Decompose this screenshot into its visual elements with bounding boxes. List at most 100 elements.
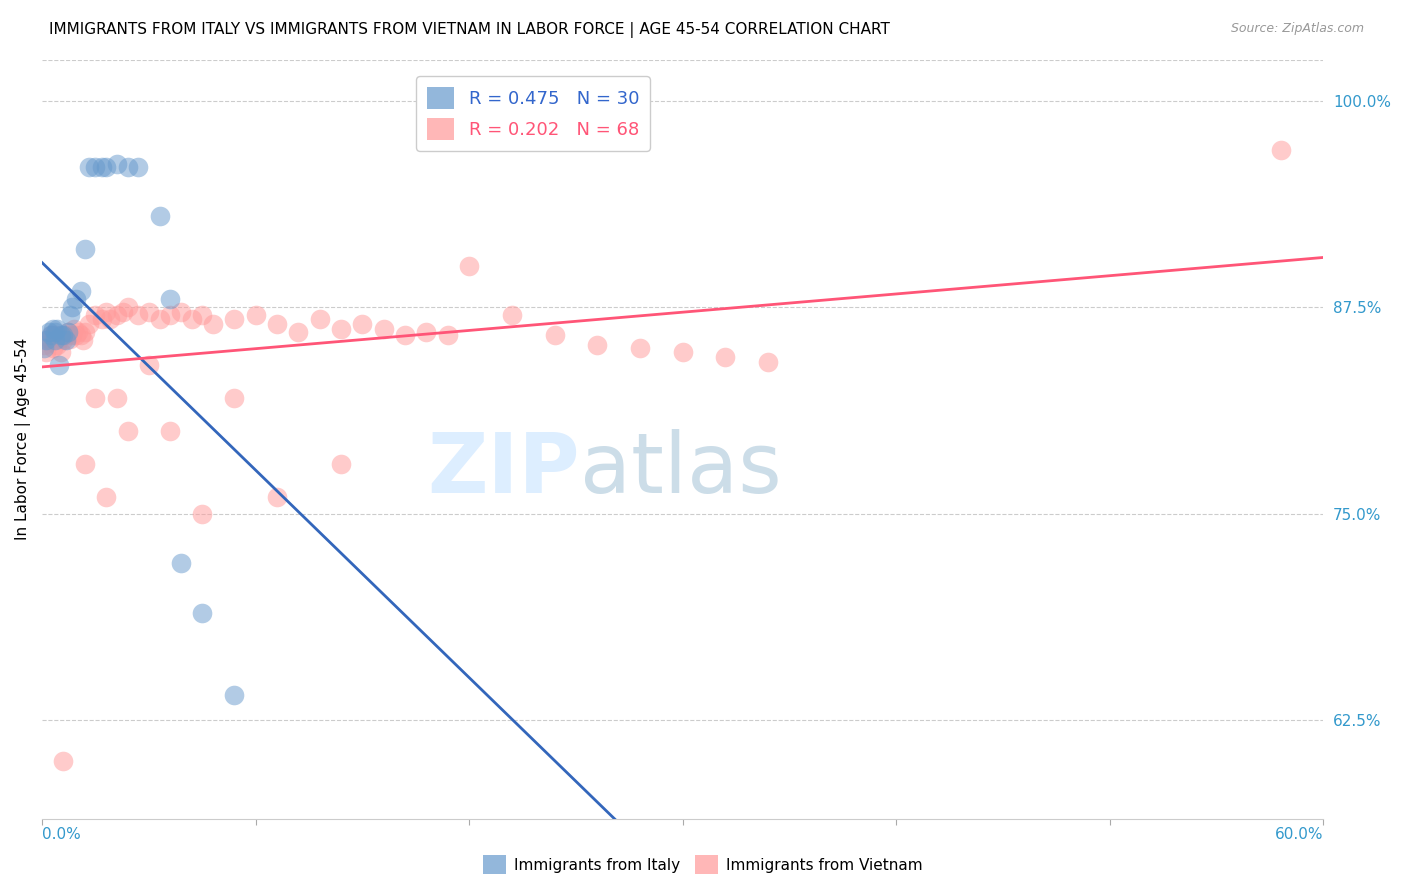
Point [90,160,112,174]
Point [373,321,395,335]
Point [330,321,353,335]
Point [266,317,288,331]
Point [458,259,481,273]
Point [159,292,181,306]
Point [224,391,246,405]
Point [56,325,79,339]
Text: Source: ZipAtlas.com: Source: ZipAtlas.com [1230,22,1364,36]
Point [60,300,83,314]
Point [127,309,149,323]
Point [308,311,330,326]
Point [672,344,695,359]
Point [96,160,118,174]
Text: IMMIGRANTS FROM ITALY VS IMMIGRANTS FROM VIETNAM IN LABOR FORCE | AGE 45-54 CORR: IMMIGRANTS FROM ITALY VS IMMIGRANTS FROM… [49,22,890,38]
Point [77,160,100,174]
Point [191,606,214,620]
Point [127,160,149,174]
Point [117,424,139,438]
Text: 60.0%: 60.0% [1275,827,1323,842]
Point [44,333,66,347]
Point [42,321,65,335]
Point [138,305,160,319]
Point [46,321,69,335]
Point [224,688,246,702]
Y-axis label: In Labor Force | Age 45-54: In Labor Force | Age 45-54 [15,338,31,541]
Point [46,338,69,352]
Point [330,457,353,471]
Point [60,328,83,343]
Point [501,309,523,323]
Point [39,328,62,343]
Point [73,457,96,471]
Point [352,317,374,331]
Point [48,332,70,346]
Point [586,338,609,352]
Point [148,311,170,326]
Point [90,311,112,326]
Point [714,350,737,364]
Point [55,328,77,343]
Point [84,309,107,323]
Point [35,344,58,359]
Point [117,300,139,314]
Point [44,328,66,343]
Point [415,325,437,339]
Point [1270,144,1292,158]
Point [56,325,79,339]
Point [63,321,86,335]
Point [266,490,288,504]
Point [628,342,651,356]
Point [42,342,65,356]
Legend: Immigrants from Italy, Immigrants from Vietnam: Immigrants from Italy, Immigrants from V… [477,849,929,880]
Text: 0.0%: 0.0% [42,827,82,842]
Point [287,325,309,339]
Point [191,507,214,521]
Point [245,309,267,323]
Point [224,311,246,326]
Point [48,358,70,372]
Point [96,490,118,504]
Point [105,309,128,323]
Point [72,333,94,347]
Point [32,338,55,352]
Point [756,354,779,368]
Point [35,333,58,347]
Point [51,344,73,359]
Point [84,391,107,405]
Point [44,325,66,339]
Point [105,156,128,170]
Point [52,328,75,343]
Point [84,160,107,174]
Text: atlas: atlas [581,429,782,510]
Point [67,325,90,339]
Point [52,754,75,768]
Point [59,332,82,346]
Point [191,309,214,323]
Point [394,328,416,343]
Point [543,328,565,343]
Point [138,358,160,372]
Point [117,160,139,174]
Point [73,243,96,257]
Point [201,317,224,331]
Point [59,309,82,323]
Point [52,333,75,347]
Point [69,284,91,298]
Text: ZIP: ZIP [427,429,581,510]
Point [51,328,73,343]
Point [170,556,193,570]
Point [32,342,55,356]
Point [65,328,87,343]
Point [39,328,62,343]
Point [96,305,118,319]
Point [38,325,60,339]
Point [73,325,96,339]
Point [38,332,60,346]
Point [159,309,181,323]
Legend: R = 0.475   N = 30, R = 0.202   N = 68: R = 0.475 N = 30, R = 0.202 N = 68 [416,76,650,151]
Point [105,391,128,405]
Point [159,424,181,438]
Point [69,328,91,343]
Point [112,305,135,319]
Point [148,210,170,224]
